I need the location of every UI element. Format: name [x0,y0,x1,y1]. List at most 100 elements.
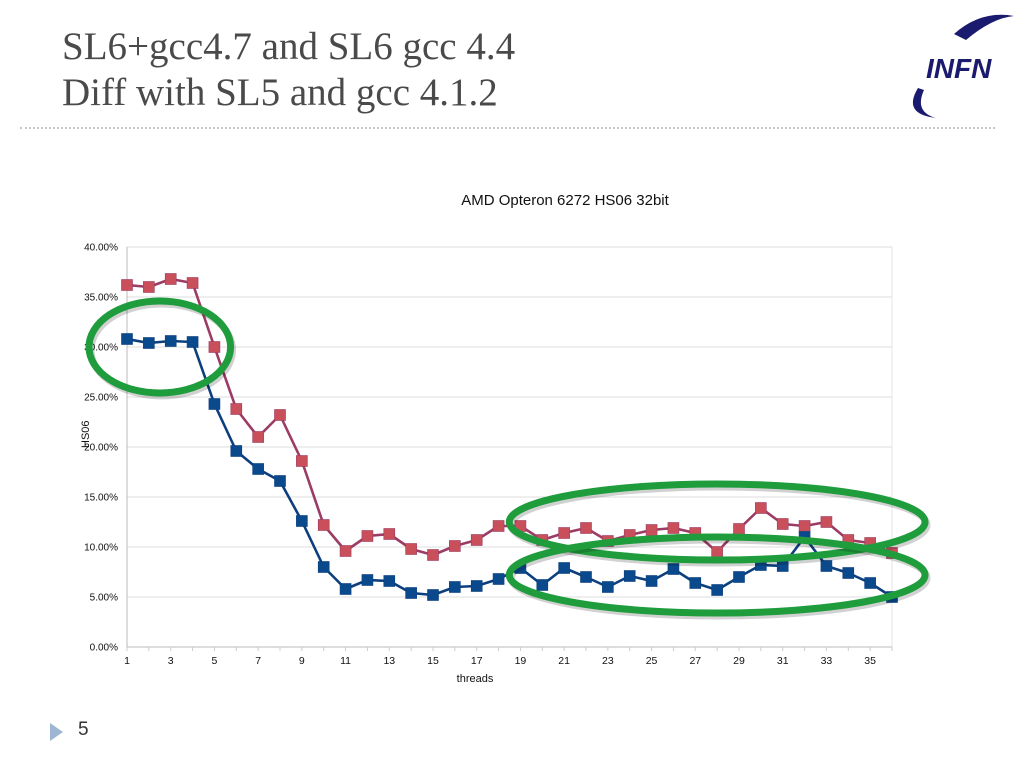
x-tick-label: 17 [471,655,483,667]
red-series-point [252,431,264,443]
x-tick-label: 23 [602,655,614,667]
blue-series-point [383,575,396,587]
blue-series-point [274,475,286,487]
x-tick-label: 15 [427,655,439,667]
red-series-point [645,524,658,536]
blue-series-point [339,583,352,595]
blue-series-point [143,337,155,349]
highlight-red-threads-20-36 [505,480,929,564]
blue-series-point [689,577,702,589]
y-tick-label: 15.00% [84,493,118,504]
logo-arc-top-icon [954,14,1014,40]
x-tick-label: 11 [340,655,351,667]
blue-series-point [208,398,221,410]
red-series-point [208,341,221,353]
highlight-blue-threads-20-36 [505,533,929,617]
y-tick-label: 25.00% [84,393,118,404]
red-series-point [667,522,680,534]
x-tick-label: 3 [168,655,174,667]
logo-text: INFN [926,53,992,84]
title-divider [20,127,995,129]
blue-series-point [645,575,658,587]
x-axis-label: threads [457,673,494,685]
y-tick-label: 20.00% [84,443,118,454]
red-series-point [580,522,592,534]
blue-series-point [733,571,745,583]
annotation-group [85,297,931,620]
y-tick-label: 35.00% [84,293,118,304]
x-tick-label: 5 [212,655,218,667]
blue-series [121,333,898,603]
red-series-point [339,545,352,557]
red-series-point [558,527,570,539]
series-group [121,273,898,603]
x-tick-labels: 1 3 5 7 9 11 13 15 17 19 21 23 25 27 29 31 33 35 [124,655,876,667]
blue-series-point [558,562,570,574]
red-series-point [143,281,155,293]
infn-logo: INFN [912,14,1014,118]
red-series-point [164,273,177,285]
red-series-point [776,518,789,530]
red-series-point [755,502,767,514]
blue-series-point [252,463,264,475]
logo-arc-bottom-icon [912,88,936,118]
blue-series-point [711,584,723,596]
blue-series-point [492,573,505,585]
blue-series-point [667,563,680,575]
red-series-point [733,523,745,535]
blue-series-point [296,515,308,527]
blue-series-point [470,580,483,592]
red-series-point [798,520,811,532]
red-series-point [121,279,133,291]
blue-series-point [427,589,439,601]
x-tick-label: 7 [255,655,261,667]
y-tick-labels: 0.00% 5.00% 10.00% 15.00% 20.00% 25.00% 30.00%… [84,243,118,654]
x-tick-label: 21 [558,655,570,667]
blue-series-point [602,581,614,593]
red-series-point [492,520,505,532]
x-tick-label: 29 [733,655,745,667]
red-series-point [186,277,199,289]
red-series-point [427,549,439,561]
red-series-point [470,534,483,546]
blue-series-point [580,571,592,583]
red-series-point [820,516,833,528]
y-tick-label: 10.00% [84,543,118,554]
y-tick-label: 0.00% [90,643,118,654]
y-tick-label: 30.00% [84,343,118,354]
blue-series-point [449,581,461,593]
red-series-point [317,519,330,531]
blue-series-point [842,567,855,579]
x-tick-label: 27 [689,655,701,667]
x-tick-label: 35 [864,655,876,667]
y-axis-label: HS06 [80,420,92,448]
blue-series-point [121,333,133,345]
blue-series-point [164,335,177,347]
red-series-point [405,543,417,555]
grid-lines [126,246,893,651]
x-tick-label: 9 [299,655,305,667]
blue-series-point [536,579,549,591]
red-series-point [711,546,723,558]
x-tick-label: 13 [383,655,395,667]
blue-series-point [820,560,833,572]
x-tick-label: 1 [124,655,130,667]
red-series-point [449,540,461,552]
red-series-point [230,403,243,415]
highlight-threads-1-4 [85,297,235,397]
slide-title: SL6+gcc4.7 and SL6 gcc 4.4 Diff with SL5… [62,24,882,116]
blue-series-point [186,336,199,348]
page-number: 5 [78,719,89,740]
x-tick-label: 19 [515,655,527,667]
blue-series-point [317,561,330,573]
y-tick-label: 5.00% [90,593,118,604]
x-tick-label: 33 [821,655,833,667]
blue-series-point [623,570,636,582]
red-series-point [361,530,374,542]
blue-series-point [230,445,243,457]
chart-title: AMD Opteron 6272 HS06 32bit [461,192,669,209]
bullet-arrow-icon [50,723,63,741]
slide-title-line-2: Diff with SL5 and gcc 4.1.2 [62,71,498,114]
x-tick-label: 25 [646,655,658,667]
